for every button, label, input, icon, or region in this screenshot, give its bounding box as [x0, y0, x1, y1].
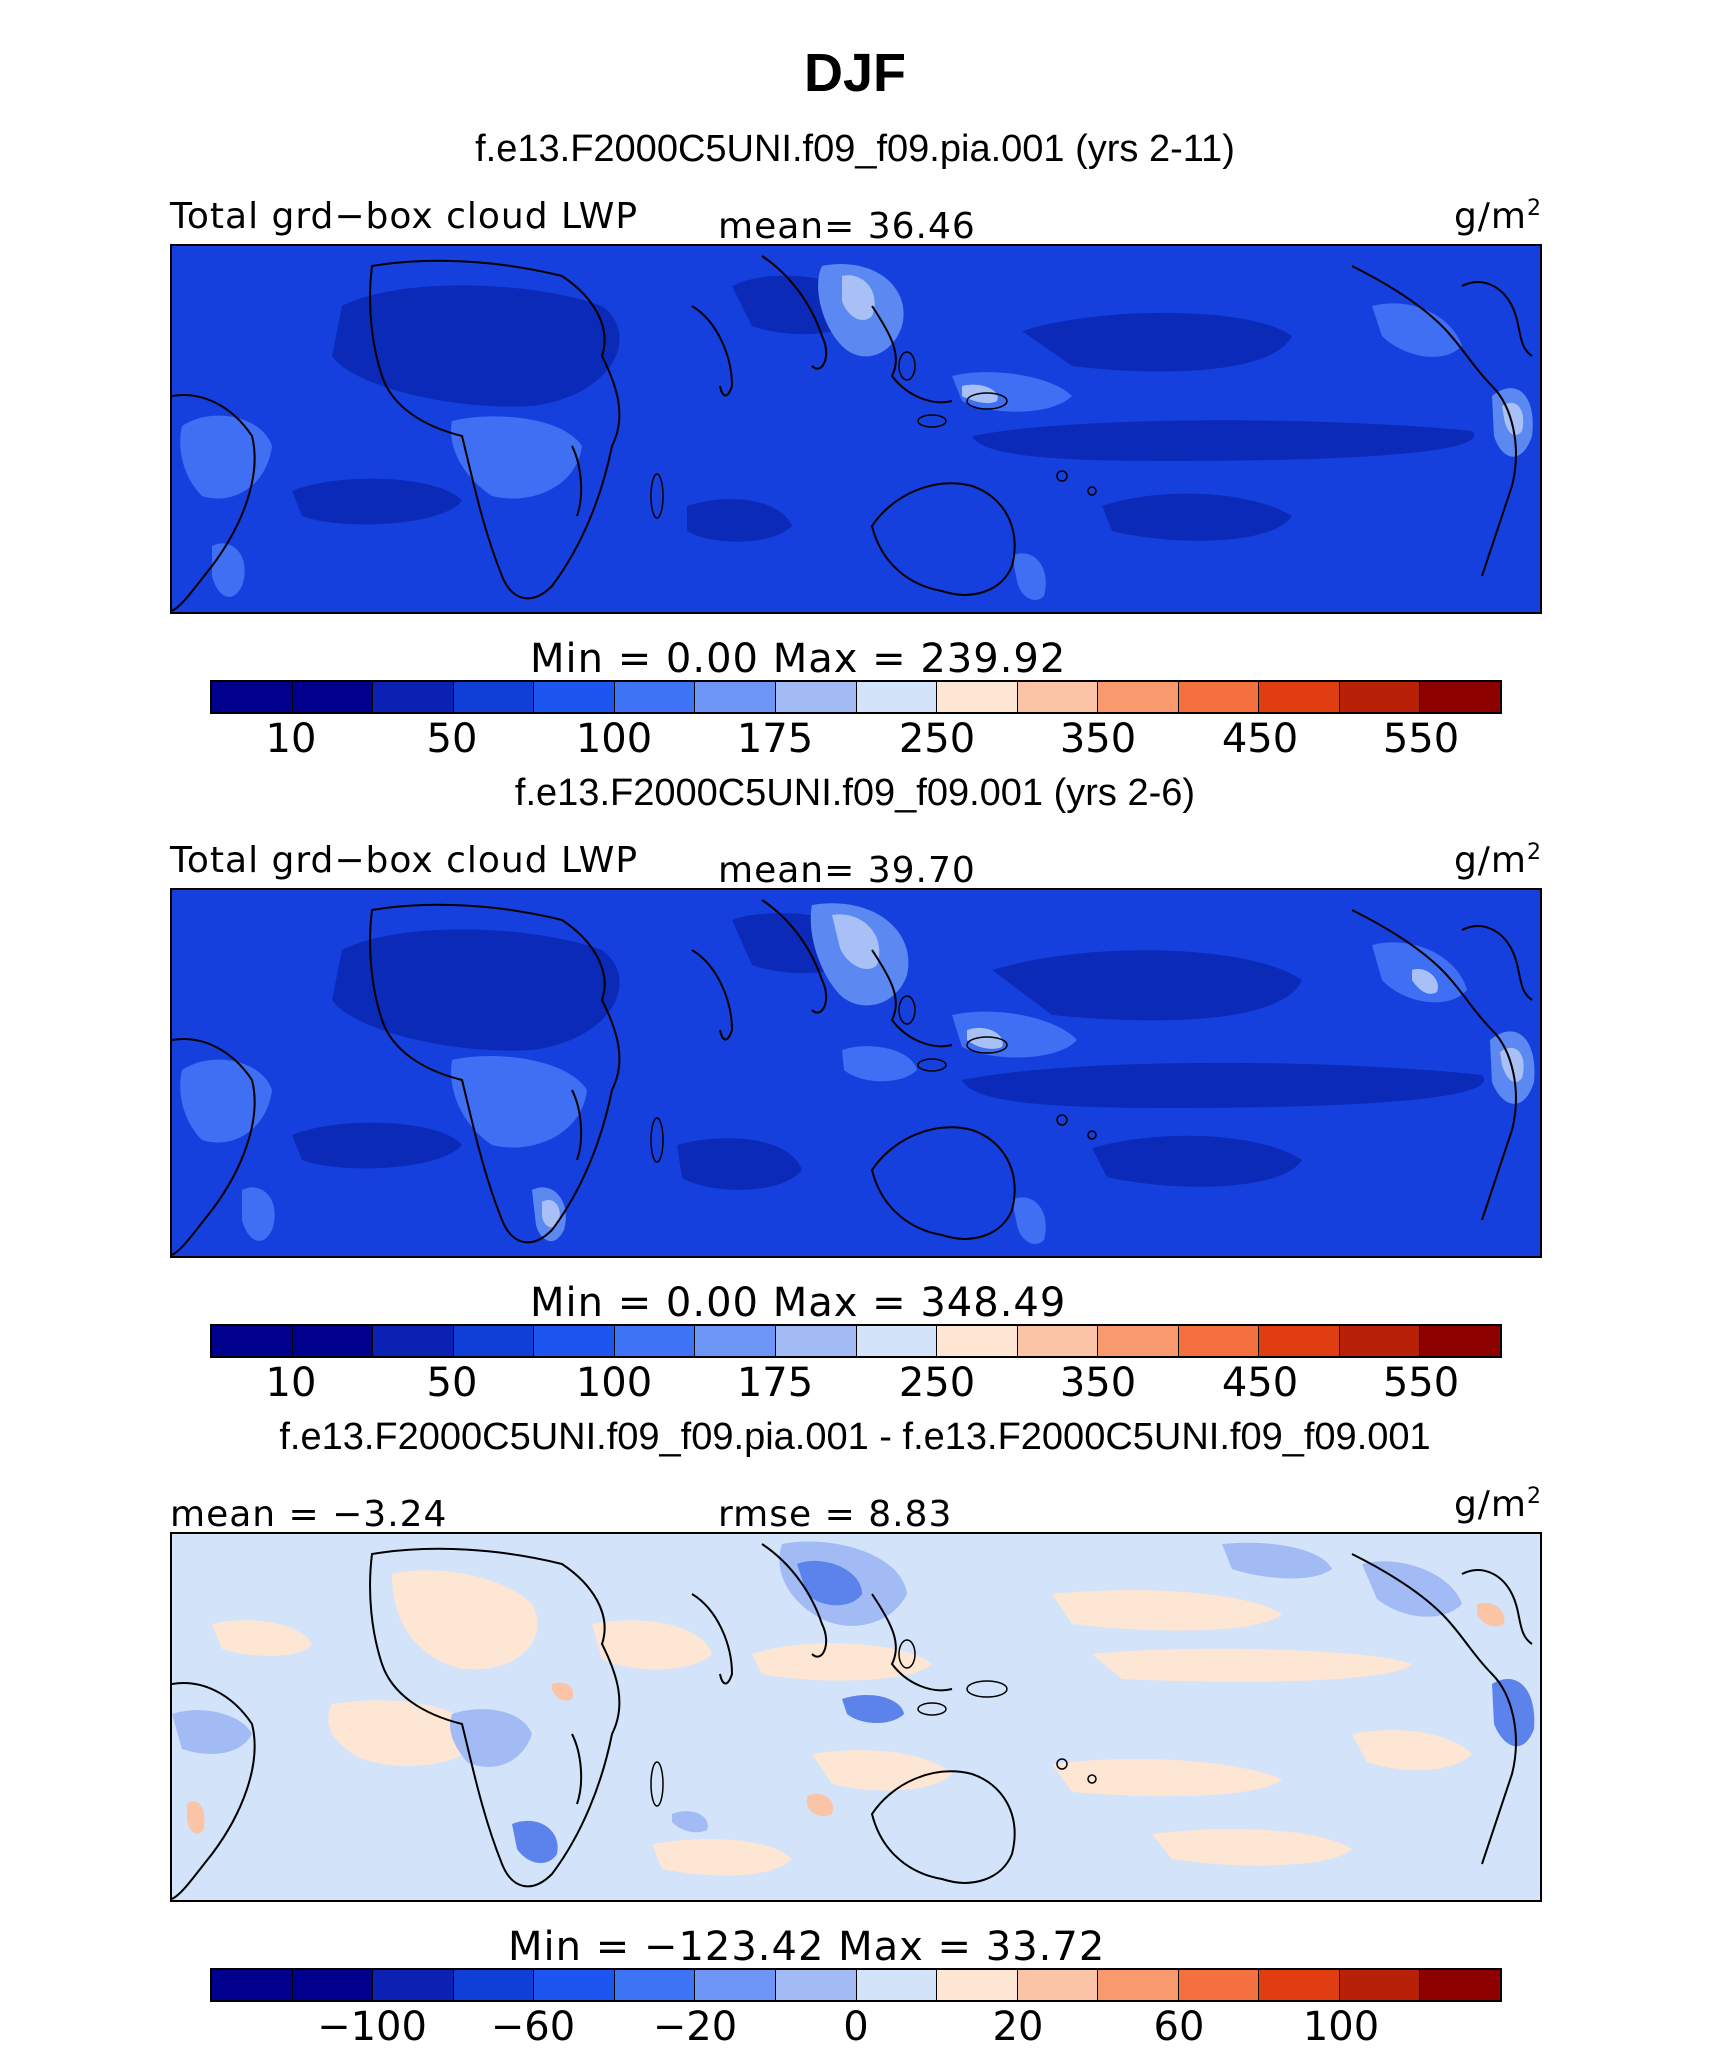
panel1-map [170, 244, 1542, 614]
colorbar-segment [775, 682, 857, 712]
colorbar-segment [1259, 1326, 1340, 1356]
colorbar-segment [292, 1970, 374, 2000]
colorbar-segment [373, 682, 454, 712]
panel2-minmax-label: Min = 0.00 Max = 348.49 [530, 1280, 1067, 1326]
panel1-colorbar-tick: 10 [265, 716, 317, 762]
colorbar-segment [614, 1326, 696, 1356]
colorbar-segment [212, 682, 293, 712]
colorbar-segment [1017, 1326, 1099, 1356]
colorbar-segment [212, 1970, 293, 2000]
colorbar-segment [775, 1326, 857, 1356]
panel1-colorbar-tick: 450 [1221, 716, 1299, 762]
panel1-colorbar-tick: 50 [426, 716, 478, 762]
colorbar-segment [1420, 682, 1500, 712]
colorbar-segment [453, 1326, 535, 1356]
colorbar-segment [1339, 682, 1421, 712]
colorbar-segment [614, 682, 696, 712]
panel1-unit-label: g/m2 [1453, 196, 1542, 237]
panel3-colorbar-tick: −20 [652, 2004, 738, 2050]
colorbar-segment [1339, 1970, 1421, 2000]
panel3-colorbar-tick: 0 [843, 2004, 869, 2050]
panel1-colorbar [210, 680, 1502, 714]
colorbar-segment [856, 1970, 938, 2000]
panel2-case-title: f.e13.F2000C5UNI.f09_f09.001 (yrs 2-6) [514, 772, 1196, 814]
panel2-unit-label: g/m2 [1453, 840, 1542, 881]
panel3-unit-label: g/m2 [1453, 1484, 1542, 1525]
panel3-mean-label: mean = −3.24 [170, 1494, 448, 1535]
colorbar-segment [1098, 1326, 1179, 1356]
colorbar-segment [1098, 682, 1179, 712]
colorbar-segment [1339, 1326, 1421, 1356]
panel1-colorbar-tick: 175 [736, 716, 814, 762]
colorbar-segment [1259, 682, 1340, 712]
panel1-colorbar-tick: 250 [898, 716, 976, 762]
panel2-colorbar-tick: 350 [1059, 1360, 1137, 1406]
colorbar-segment [453, 1970, 535, 2000]
colorbar-segment [937, 682, 1018, 712]
panel3-colorbar-tick: −60 [490, 2004, 576, 2050]
colorbar-segment [1259, 1970, 1340, 2000]
panel2-colorbar-tick: 100 [575, 1360, 653, 1406]
colorbar-segment [1420, 1326, 1500, 1356]
panel3-colorbar-tick: 100 [1302, 2004, 1380, 2050]
colorbar-segment [534, 682, 615, 712]
colorbar-segment [1178, 682, 1260, 712]
panel3-colorbar [210, 1968, 1502, 2002]
panel1-colorbar-tick: 550 [1382, 716, 1460, 762]
colorbar-segment [695, 1970, 776, 2000]
colorbar-segment [212, 1326, 293, 1356]
panel3-map [170, 1532, 1542, 1902]
panel2-colorbar-tick: 50 [426, 1360, 478, 1406]
colorbar-segment [1017, 1970, 1099, 2000]
colorbar-segment [695, 1326, 776, 1356]
panel2-colorbar-tick: 450 [1221, 1360, 1299, 1406]
colorbar-segment [534, 1970, 615, 2000]
colorbar-segment [1017, 682, 1099, 712]
panel1-colorbar-tick: 100 [575, 716, 653, 762]
colorbar-segment [1178, 1326, 1260, 1356]
colorbar-segment [937, 1326, 1018, 1356]
panel2-colorbar-tick: 550 [1382, 1360, 1460, 1406]
colorbar-segment [614, 1970, 696, 2000]
panel2-variable-label: Total grd−box cloud LWP [170, 840, 639, 881]
colorbar-segment [373, 1970, 454, 2000]
panel1-case-title: f.e13.F2000C5UNI.f09_f09.pia.001 (yrs 2-… [475, 128, 1235, 170]
colorbar-segment [695, 682, 776, 712]
panel3-minmax-label: Min = −123.42 Max = 33.72 [508, 1924, 1106, 1970]
panel1-minmax-label: Min = 0.00 Max = 239.92 [530, 636, 1067, 682]
panel3-colorbar-tick: 20 [992, 2004, 1044, 2050]
panel2-colorbar-tick: 175 [736, 1360, 814, 1406]
panel1-mean-label: mean= 36.46 [718, 206, 976, 247]
panel2-colorbar-tick: 250 [898, 1360, 976, 1406]
panel3-colorbar-tick: 60 [1153, 2004, 1205, 2050]
panel1-variable-label: Total grd−box cloud LWP [170, 196, 639, 237]
colorbar-segment [453, 682, 535, 712]
panel3-rmse-label: rmse = 8.83 [718, 1494, 953, 1535]
colorbar-segment [1178, 1970, 1260, 2000]
panel3-case-title: f.e13.F2000C5UNI.f09_f09.pia.001 - f.e13… [279, 1416, 1431, 1458]
panel1-colorbar-tick: 350 [1059, 716, 1137, 762]
figure-title: DJF [803, 43, 906, 103]
colorbar-segment [292, 682, 374, 712]
colorbar-segment [1098, 1970, 1179, 2000]
panel2-colorbar [210, 1324, 1502, 1358]
colorbar-segment [292, 1326, 374, 1356]
colorbar-segment [856, 1326, 938, 1356]
panel2-mean-label: mean= 39.70 [718, 850, 976, 891]
panel2-colorbar-tick: 10 [265, 1360, 317, 1406]
colorbar-segment [856, 682, 938, 712]
colorbar-segment [1420, 1970, 1500, 2000]
colorbar-segment [534, 1326, 615, 1356]
colorbar-segment [937, 1970, 1018, 2000]
panel2-map [170, 888, 1542, 1258]
colorbar-segment [775, 1970, 857, 2000]
colorbar-segment [373, 1326, 454, 1356]
panel3-colorbar-tick: −100 [317, 2004, 427, 2050]
